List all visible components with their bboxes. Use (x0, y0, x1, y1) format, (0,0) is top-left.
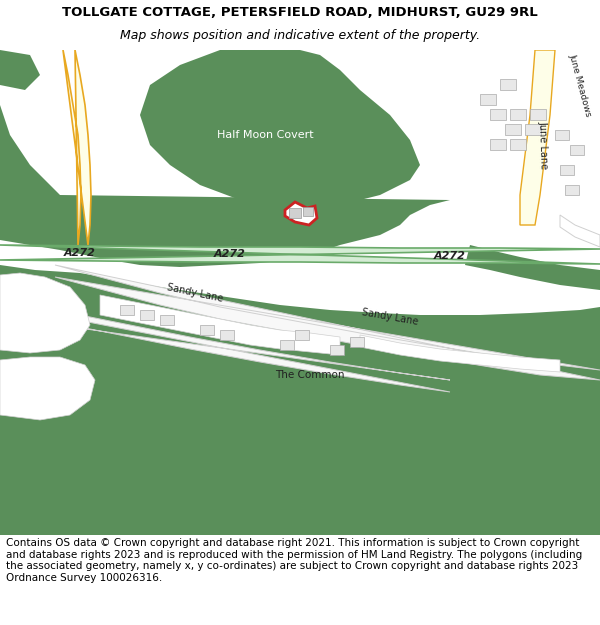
Bar (200, 325, 214, 335)
Text: Contains OS data © Crown copyright and database right 2021. This information is : Contains OS data © Crown copyright and d… (6, 538, 582, 583)
Text: TOLLGATE COTTAGE, PETERSFIELD ROAD, MIDHURST, GU29 9RL: TOLLGATE COTTAGE, PETERSFIELD ROAD, MIDH… (62, 6, 538, 19)
Polygon shape (55, 265, 600, 380)
Bar (530, 109, 546, 120)
Bar (330, 345, 344, 355)
Polygon shape (560, 215, 600, 247)
Bar (505, 124, 521, 135)
Polygon shape (520, 50, 555, 225)
Text: Sandy Lane: Sandy Lane (166, 282, 224, 304)
Text: Half Moon Covert: Half Moon Covert (217, 130, 313, 140)
Bar (289, 208, 301, 218)
Polygon shape (360, 335, 560, 372)
Bar (280, 340, 294, 350)
Text: June Lane: June Lane (537, 121, 549, 169)
Bar (220, 330, 234, 340)
Bar (570, 145, 584, 155)
Polygon shape (0, 357, 95, 420)
Bar (510, 139, 526, 150)
Bar (555, 130, 569, 140)
Bar (480, 94, 496, 105)
Text: A272: A272 (434, 251, 466, 261)
Text: The Common: The Common (275, 370, 345, 380)
Bar (295, 330, 309, 340)
Polygon shape (0, 265, 600, 535)
Text: Sandy Lane: Sandy Lane (361, 307, 419, 327)
Bar (490, 109, 506, 120)
Polygon shape (0, 305, 450, 392)
Bar (510, 109, 526, 120)
Text: June Meadows: June Meadows (567, 52, 593, 118)
Bar (160, 315, 174, 325)
Bar (490, 139, 506, 150)
Text: A272: A272 (64, 248, 96, 258)
Text: Map shows position and indicative extent of the property.: Map shows position and indicative extent… (120, 29, 480, 42)
Bar (350, 337, 364, 347)
Polygon shape (0, 273, 90, 353)
Bar (120, 305, 134, 315)
Polygon shape (0, 100, 450, 267)
Bar (525, 124, 541, 135)
Bar (560, 165, 574, 175)
Polygon shape (465, 245, 600, 290)
Bar (140, 310, 154, 320)
Bar (565, 185, 579, 195)
Bar (303, 207, 313, 216)
Polygon shape (285, 202, 317, 225)
Text: A272: A272 (214, 249, 246, 259)
Polygon shape (140, 50, 420, 207)
Polygon shape (100, 295, 340, 355)
Bar (500, 79, 516, 90)
Polygon shape (63, 50, 91, 245)
Polygon shape (0, 245, 600, 264)
Polygon shape (0, 50, 40, 90)
